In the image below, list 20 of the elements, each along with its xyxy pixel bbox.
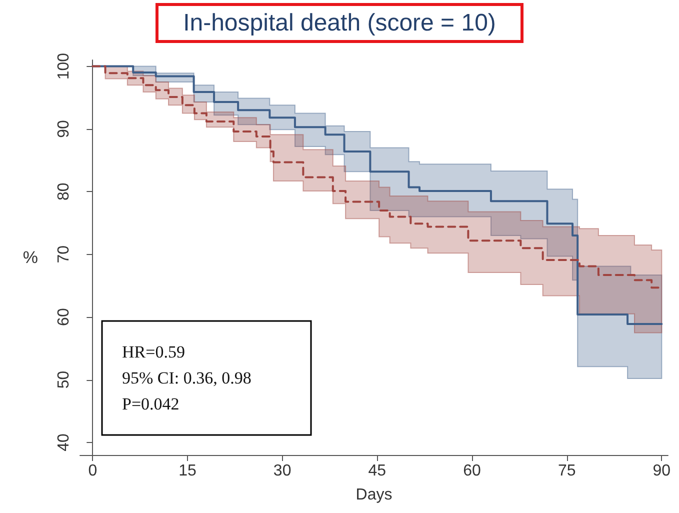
x-tick-label: 45 [368,462,386,480]
y-axis-title: % [22,248,38,267]
y-tick-label: 70 [56,245,72,264]
x-axis-title: Days [356,486,392,504]
y-tick-label: 90 [56,120,72,138]
x-tick-label: 60 [463,462,481,480]
x-tick-label: 90 [652,462,671,480]
x-tick-label: 0 [88,462,98,480]
x-tick-label: 30 [273,462,292,480]
annotation: 95% CI: 0.36, 0.98 [122,368,252,388]
y-tick-label: 40 [56,433,72,452]
annotation: P=0.042 [122,394,180,414]
x-tick-label: 15 [178,462,196,480]
annotation: HR=0.59 [122,342,185,362]
y-tick-label: 50 [56,370,72,389]
x-tick-label: 75 [558,462,576,480]
y-tick-label: 80 [56,182,72,201]
chart-title: In-hospital death (score = 10) [183,10,496,36]
y-tick-label: 100 [56,52,72,80]
y-tick-label: 60 [56,308,72,326]
